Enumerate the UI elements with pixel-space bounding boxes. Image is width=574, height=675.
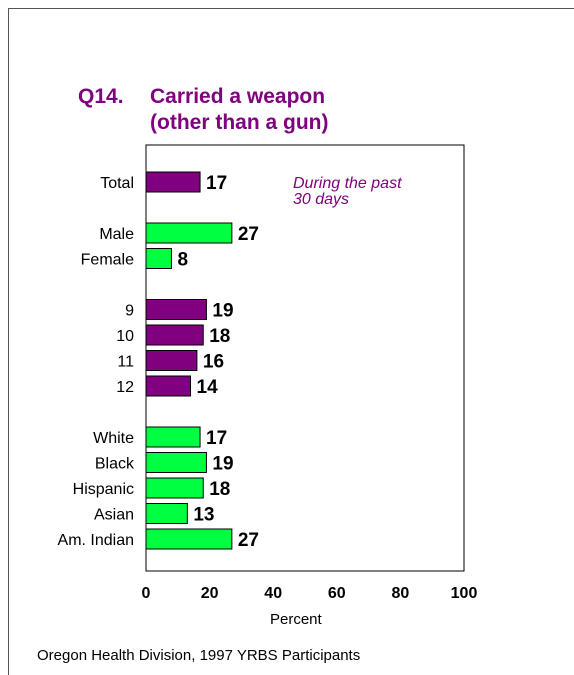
x-tick-label: 40 <box>264 585 282 602</box>
data-label: 27 <box>238 530 259 551</box>
bar <box>145 324 204 346</box>
chart-title: Q14. Carried a weapon (other than a gun) <box>78 84 328 136</box>
data-label: 17 <box>206 428 227 449</box>
x-tick-label: 80 <box>392 585 410 602</box>
frame-left-border <box>8 8 9 675</box>
category-label: Female <box>81 252 134 269</box>
source-footnote: Oregon Health Division, 1997 YRBS Partic… <box>37 647 361 664</box>
x-tick-label: 60 <box>328 585 346 602</box>
bar <box>145 350 198 371</box>
category-label: 10 <box>116 328 134 345</box>
category-label: 11 <box>117 354 134 371</box>
category-label: Black <box>95 456 135 473</box>
data-label: 8 <box>177 250 188 271</box>
time-period-annotation: During the past 30 days <box>293 175 402 208</box>
category-label: White <box>93 430 134 447</box>
bar <box>145 299 207 320</box>
x-tick-label: 20 <box>201 585 219 602</box>
x-tick-label: 0 <box>142 585 151 602</box>
category-label: Asian <box>94 507 134 524</box>
bar <box>145 452 207 473</box>
x-axis-label: Percent <box>270 611 322 628</box>
data-label: 16 <box>203 352 224 373</box>
bar <box>145 503 188 524</box>
data-label: 18 <box>209 479 230 500</box>
category-label: 12 <box>116 379 134 396</box>
data-label: 18 <box>209 326 230 347</box>
title-line-1: Carried a weapon <box>150 85 326 108</box>
bar <box>145 171 201 193</box>
data-label: 19 <box>212 454 233 475</box>
bar <box>145 375 192 397</box>
category-label: Hispanic <box>73 481 134 498</box>
bar <box>145 528 233 550</box>
data-label: 19 <box>212 301 233 322</box>
bar <box>145 222 233 244</box>
category-label: 9 <box>125 303 134 320</box>
frame-top-border <box>8 8 574 9</box>
bar <box>145 477 204 499</box>
category-label: Male <box>99 226 134 243</box>
title-line-2: (other than a gun) <box>150 111 329 134</box>
x-tick-label: 100 <box>451 585 478 602</box>
category-label: Am. Indian <box>58 532 134 549</box>
question-number: Q14. <box>78 85 124 108</box>
bar <box>145 248 172 269</box>
bar <box>145 426 201 448</box>
data-label: 27 <box>238 224 259 245</box>
data-label: 13 <box>193 505 214 526</box>
category-label: Total <box>100 175 134 192</box>
data-label: 17 <box>206 173 227 194</box>
data-label: 14 <box>197 377 219 398</box>
